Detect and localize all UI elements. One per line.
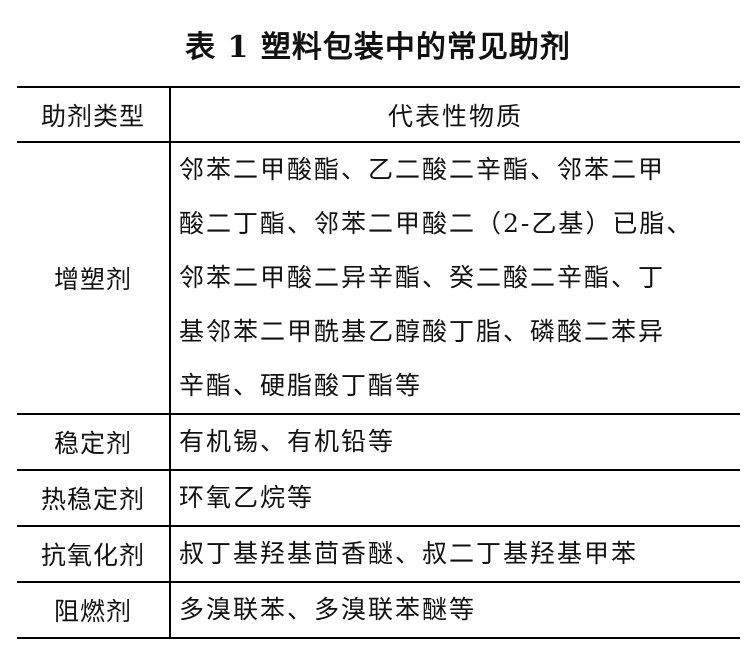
substances-line: 环氧乙烷等 [179,483,315,512]
additive-type-cell: 阻燃剂 [17,582,171,639]
additives-table: 助剂类型 代表性物质 增塑剂 邻苯二甲酸酯、乙二酸二辛酯、邻苯二甲 酸二丁酯、邻… [17,86,740,639]
table-row: 稳定剂 有机锡、有机铅等 [17,414,740,471]
substances-cell: 有机锡、有机铅等 [170,414,740,471]
additive-type-cell: 热稳定剂 [17,470,171,527]
substances-cell: 邻苯二甲酸酯、乙二酸二辛酯、邻苯二甲 酸二丁酯、邻苯二甲酸二（2-乙基）已脂、 … [170,142,740,415]
substances-line: 叔丁基羟基茴香醚、叔二丁基羟基甲苯 [179,539,639,568]
table-row: 热稳定剂 环氧乙烷等 [17,470,740,527]
additive-type-cell: 稳定剂 [17,414,171,471]
substances-line: 基邻苯二甲酰基乙醇酸丁脂、磷酸二苯异 [179,317,666,346]
header-additive-type: 助剂类型 [17,86,171,143]
table-caption: 表 1 塑料包装中的常见助剂 [185,30,571,65]
substances-line: 邻苯二甲酸二异辛酯、癸二酸二辛酯、丁 [179,263,666,292]
table-row: 增塑剂 邻苯二甲酸酯、乙二酸二辛酯、邻苯二甲 酸二丁酯、邻苯二甲酸二（2-乙基）… [17,142,740,415]
substances-line: 多溴联苯、多溴联苯醚等 [179,595,477,624]
additive-type-cell: 增塑剂 [17,142,171,415]
additive-type-cell: 抗氧化剂 [17,526,171,583]
substances-cell: 叔丁基羟基茴香醚、叔二丁基羟基甲苯 [170,526,740,583]
substances-line: 辛酯、硬脂酸丁酯等 [179,371,423,400]
substances-line: 有机锡、有机铅等 [179,427,396,456]
substances-line: 邻苯二甲酸酯、乙二酸二辛酯、邻苯二甲 [179,155,666,184]
table-row: 抗氧化剂 叔丁基羟基茴香醚、叔二丁基羟基甲苯 [17,526,740,583]
substances-cell: 多溴联苯、多溴联苯醚等 [170,582,740,639]
substances-cell: 环氧乙烷等 [170,470,740,527]
header-representative-substances: 代表性物质 [170,86,740,143]
table-row: 阻燃剂 多溴联苯、多溴联苯醚等 [17,582,740,639]
table-header-row: 助剂类型 代表性物质 [17,86,740,143]
substances-line: 酸二丁酯、邻苯二甲酸二（2-乙基）已脂、 [179,209,694,238]
